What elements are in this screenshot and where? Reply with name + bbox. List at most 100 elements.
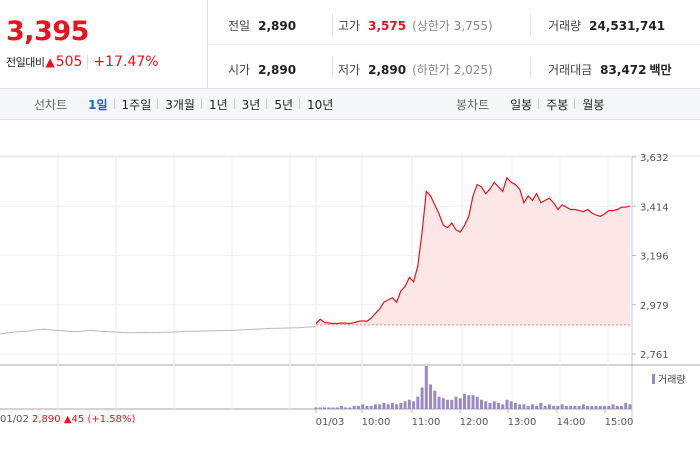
volume-bar — [484, 401, 488, 409]
tab-period[interactable]: 10년 — [299, 96, 340, 113]
chart-period-tabbar: 선차트 1일 1주일 3개월 1년 3년 5년 10년 봉차트 일봉 주봉 월봉 — [0, 88, 700, 120]
volume-bar — [530, 404, 534, 409]
tab-period[interactable]: 5년 — [266, 96, 300, 113]
volume-bar — [628, 404, 632, 409]
volume-bar — [573, 405, 577, 409]
volume-bar — [607, 405, 611, 409]
divider — [530, 14, 531, 36]
volume-bar — [407, 399, 411, 409]
tab-period[interactable]: 1년 — [200, 96, 235, 113]
volume-bar — [322, 407, 326, 409]
line-chart-title: 선차트 — [34, 97, 68, 112]
volume-bar — [365, 405, 369, 409]
divider — [87, 55, 89, 69]
stat-amount: 거래대금 83,472 백만 — [548, 61, 672, 78]
volume-bar — [386, 404, 390, 409]
volume-bar — [433, 390, 437, 409]
stat-prev-close: 전일 2,890 — [228, 17, 296, 34]
volume-bar — [471, 395, 475, 409]
stat-value: 2,890 — [368, 63, 407, 77]
volume-bar — [356, 405, 360, 409]
y-tick-label: 3,632 — [640, 153, 669, 164]
volume-bar — [590, 405, 594, 409]
candle-chart-tabs: 봉차트 일봉 주봉 월봉 — [456, 89, 611, 119]
x-tick-label: 12:00 — [460, 417, 489, 428]
volume-bar — [501, 404, 505, 409]
volume-bar — [450, 399, 454, 409]
y-tick-label: 2,979 — [640, 301, 669, 312]
stat-value: 24,531,741 — [589, 19, 666, 33]
tab-period[interactable]: 1주일 — [113, 96, 159, 113]
y-tick-label: 2,761 — [640, 350, 669, 361]
stat-high: 고가 3,575 (상한가 3,755) — [338, 17, 493, 34]
volume-bar — [403, 401, 407, 409]
volume-bar — [395, 404, 399, 409]
volume-bar — [369, 405, 373, 409]
volume-bar — [424, 366, 428, 409]
tab-candle[interactable]: 일봉 — [510, 97, 533, 112]
tab-candle[interactable]: 주봉 — [538, 96, 575, 113]
volume-bar — [352, 405, 356, 409]
volume-bar — [569, 405, 573, 409]
volume-bar — [373, 404, 377, 409]
tab-period[interactable]: 3개월 — [157, 96, 202, 113]
x-tick-label: 15:00 — [605, 417, 634, 428]
divider — [332, 14, 333, 36]
volume-legend-label: 거래량 — [658, 375, 686, 386]
stat-open: 시가 2,890 — [228, 61, 296, 78]
lower-limit: (하한가 2,025) — [412, 63, 493, 77]
volume-bar — [547, 404, 551, 409]
x-tick-label: 13:00 — [508, 417, 537, 428]
volume-bar — [492, 401, 496, 409]
volume-bar — [603, 405, 607, 409]
x-tick-label: 01/03 — [316, 417, 345, 428]
prev-day-close: 2,890 — [32, 414, 61, 425]
volume-bar — [437, 396, 441, 409]
today-price-line — [315, 176, 631, 325]
volume-bar — [314, 407, 318, 409]
volume-bar — [509, 401, 513, 409]
volume-bar — [620, 405, 624, 409]
volume-bar — [429, 384, 433, 409]
volume-bar — [513, 402, 517, 409]
volume-bar — [463, 393, 467, 409]
volume-bar — [560, 404, 564, 409]
tab-period[interactable]: 3년 — [233, 96, 268, 113]
volume-bar — [416, 396, 420, 409]
volume-bar — [535, 405, 539, 409]
prev-day-line — [0, 326, 317, 335]
divider — [530, 56, 531, 78]
volume-bar — [318, 407, 322, 409]
volume-bar — [611, 404, 615, 409]
stat-label: 거래대금 — [548, 63, 593, 77]
price-chart[interactable]: 3,632 3,414 3,196 2,979 2,761 01/03 10:00 11:00… — [0, 121, 700, 450]
volume-bar — [496, 402, 500, 409]
volume-bar — [467, 395, 471, 409]
volume-bar — [581, 404, 585, 409]
today-area-fill — [316, 177, 630, 325]
volume-bar — [598, 405, 602, 409]
stat-label: 저가 — [338, 63, 361, 77]
volume-bar — [390, 402, 394, 409]
volume-bar — [454, 396, 458, 409]
volume-bar — [552, 405, 556, 409]
volume-bar — [441, 398, 445, 409]
volume-bar — [543, 405, 547, 409]
stat-value: 2,890 — [258, 63, 297, 77]
change-label: 전일대비 — [6, 56, 45, 69]
stat-value: 2,890 — [258, 19, 297, 33]
change-row: 전일대비 ▲ 505 +17.47% — [6, 54, 159, 70]
volume-bar — [475, 396, 479, 409]
volume-bar — [615, 405, 619, 409]
volume-bar — [399, 402, 403, 409]
volume-bar — [624, 402, 628, 409]
upper-limit: (상한가 3,755) — [412, 19, 493, 33]
x-tick-label: 10:00 — [362, 417, 391, 428]
tab-candle[interactable]: 월봉 — [574, 96, 611, 113]
change-percent: +17.47% — [93, 54, 159, 70]
tab-period[interactable]: 1일 — [88, 97, 108, 112]
y-tick-label: 3,414 — [640, 202, 669, 213]
volume-bar — [522, 404, 526, 409]
stat-volume: 거래량 24,531,741 — [548, 17, 665, 34]
volume-bar — [539, 402, 543, 409]
